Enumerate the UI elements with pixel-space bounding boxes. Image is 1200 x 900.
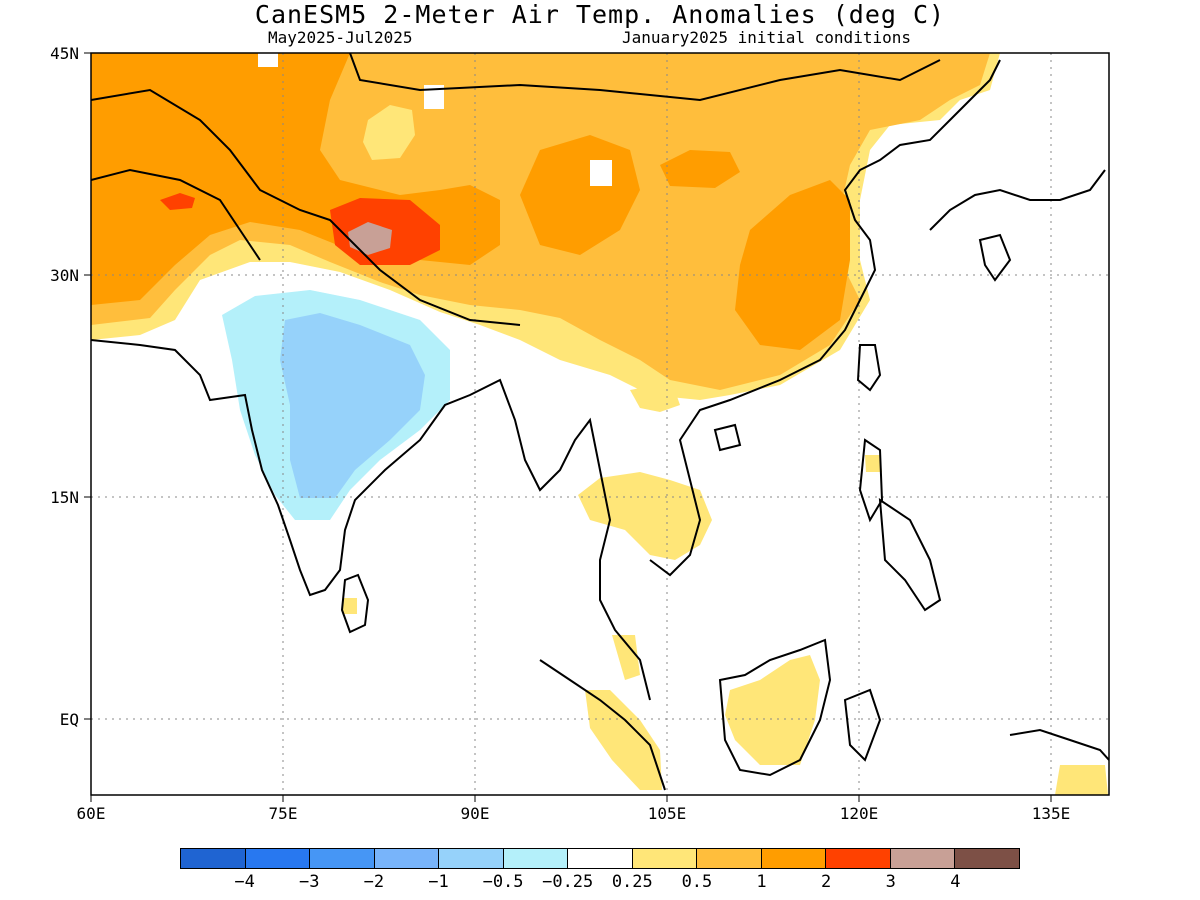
lon-tick-label: 75E xyxy=(268,804,298,823)
missing-data-cell xyxy=(424,85,444,109)
lat-tick-label: 30N xyxy=(50,266,79,285)
anomaly-new-guinea xyxy=(1055,765,1108,795)
colorbar-label: −3 xyxy=(298,872,320,892)
colorbar-label: 0.5 xyxy=(681,872,713,892)
initial-conditions: January2025 initial conditions xyxy=(622,28,911,47)
anomaly-2-3-region-china xyxy=(735,180,850,350)
colorbar-swatch xyxy=(761,849,827,868)
map-title: CanESM5 2-Meter Air Temp. Anomalies (deg… xyxy=(254,0,946,29)
colorbar-label: 1 xyxy=(756,872,767,892)
anomaly-sumatra xyxy=(585,690,662,790)
map-frame xyxy=(90,52,1110,796)
lon-tick-label: 60E xyxy=(76,804,106,823)
missing-data-cell xyxy=(590,160,612,186)
colorbar-swatch xyxy=(503,849,569,868)
colorbar-label: −0.5 xyxy=(482,872,524,892)
colorbar-swatch xyxy=(245,849,311,868)
gridlines xyxy=(91,53,1109,795)
colorbar-swatch xyxy=(826,849,891,868)
lat-tick-label: 45N xyxy=(50,44,79,63)
colorbar-swatch xyxy=(374,849,440,868)
colorbar-swatch xyxy=(632,849,698,868)
colorbar-swatch xyxy=(890,849,956,868)
anomaly-luzon xyxy=(865,455,882,472)
colorbar-label: 4 xyxy=(950,872,961,892)
anomaly-malaya xyxy=(612,635,640,680)
colorbar-label: −2 xyxy=(363,872,385,892)
colorbar-label: 0.25 xyxy=(611,872,653,892)
anomaly-2-3-region-north xyxy=(660,150,740,188)
anomaly-indochina xyxy=(578,472,712,560)
lat-tick-label: 15N xyxy=(50,488,79,507)
colorbar-label: −1 xyxy=(428,872,449,892)
lon-tick-label: 105E xyxy=(647,804,687,823)
colorbar-swatch xyxy=(697,849,762,868)
colorbar-label: −0.25 xyxy=(542,872,594,892)
lon-tick-label: 120E xyxy=(839,804,879,823)
coastlines xyxy=(91,53,1109,791)
colorbar-label: −4 xyxy=(234,872,255,892)
lon-tick-label: 90E xyxy=(460,804,490,823)
forecast-period: May2025-Jul2025 xyxy=(268,28,413,47)
anomaly-borneo xyxy=(725,655,820,765)
colorbar-label: 3 xyxy=(885,872,896,892)
anomaly-cooler-india xyxy=(280,313,425,498)
colorbar-swatch xyxy=(955,849,1019,868)
axis-ticks xyxy=(84,52,1052,802)
anomaly-sri-lanka xyxy=(343,598,357,614)
colorbar-swatch xyxy=(181,849,246,868)
lat-tick-label: EQ xyxy=(59,710,79,729)
lon-tick-label: 135E xyxy=(1031,804,1071,823)
anomaly-3-4-region-west xyxy=(160,193,195,210)
anomaly-weak-warm-tibet xyxy=(363,105,415,160)
anomaly-4plus-region xyxy=(348,222,392,255)
colorbar-swatch xyxy=(310,849,375,868)
colorbar-label: 2 xyxy=(821,872,832,892)
colorbar-swatch xyxy=(568,849,633,868)
colorbar xyxy=(180,848,1020,869)
colorbar-swatch xyxy=(439,849,504,868)
missing-data-cell xyxy=(258,53,278,67)
